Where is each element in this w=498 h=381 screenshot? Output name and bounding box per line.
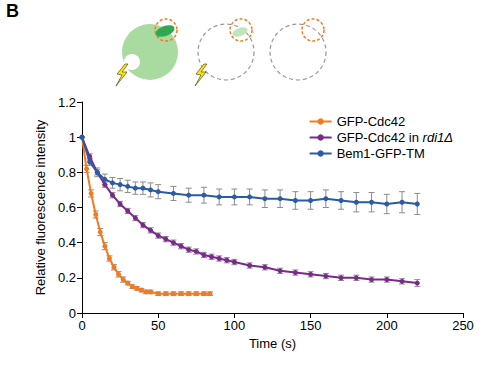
svg-text:0: 0 — [69, 306, 76, 321]
svg-text:250: 250 — [452, 318, 474, 333]
svg-text:0.4: 0.4 — [58, 235, 76, 250]
svg-text:50: 50 — [151, 318, 165, 333]
svg-text:0.6: 0.6 — [58, 200, 76, 215]
svg-text:0: 0 — [78, 318, 85, 333]
svg-text:GFP-Cdc42: GFP-Cdc42 — [337, 114, 406, 129]
svg-text:200: 200 — [376, 318, 398, 333]
svg-text:Bem1-GFP-TM: Bem1-GFP-TM — [337, 146, 425, 161]
svg-text:B: B — [6, 1, 19, 21]
svg-text:GFP-Cdc42 in: GFP-Cdc42 in — [337, 130, 423, 145]
svg-text:0.2: 0.2 — [58, 270, 76, 285]
svg-text:rdi1Δ: rdi1Δ — [423, 130, 453, 145]
svg-text:Relative fluorescence intensit: Relative fluorescence intensity — [33, 119, 48, 295]
svg-text:1.2: 1.2 — [58, 95, 76, 110]
svg-text:100: 100 — [224, 318, 246, 333]
svg-text:1: 1 — [69, 130, 76, 145]
svg-text:Time (s): Time (s) — [249, 336, 296, 351]
svg-text:150: 150 — [300, 318, 322, 333]
svg-text:0.8: 0.8 — [58, 165, 76, 180]
